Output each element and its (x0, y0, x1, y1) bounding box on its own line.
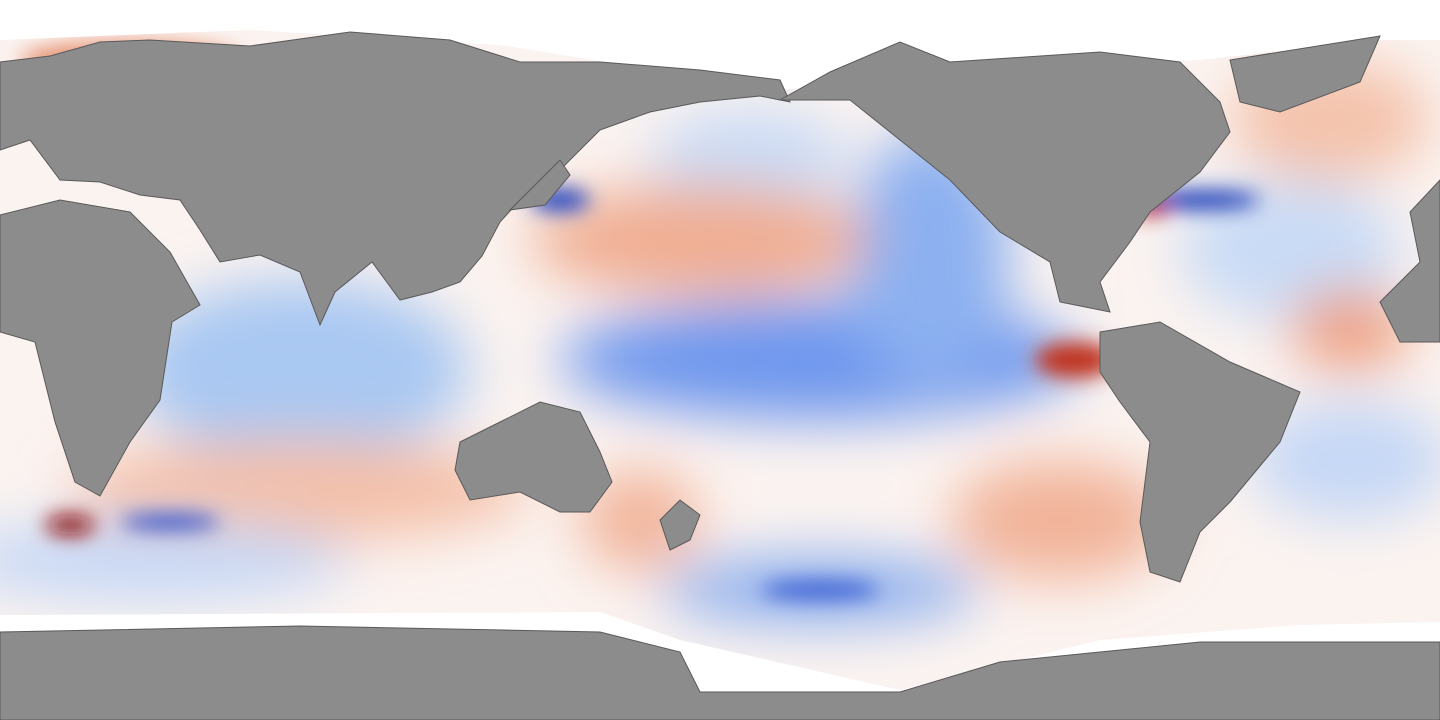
cool-anomaly (120, 514, 220, 530)
cool-anomaly (560, 300, 1080, 420)
south-america (1099, 321, 1301, 583)
new-zealand (659, 499, 701, 551)
north-america (778, 41, 1231, 313)
warm-anomaly (1290, 290, 1410, 370)
cool-anomaly (1250, 400, 1440, 520)
cool-anomaly (0, 520, 350, 600)
cool-anomaly (130, 280, 470, 460)
africa (0, 199, 201, 497)
arctic-ice (0, 0, 1440, 90)
land (0, 31, 1440, 720)
cool-anomaly (760, 580, 880, 600)
warm-anomaly (950, 460, 1170, 580)
europe-africa-east (1379, 179, 1440, 343)
antarctica (0, 625, 1440, 720)
warm-anomaly (1035, 342, 1115, 378)
cool-anomaly (1180, 180, 1400, 320)
australia (454, 401, 613, 513)
warm-anomaly (530, 185, 870, 295)
japan (508, 159, 571, 211)
warm-anomaly (45, 515, 95, 535)
greenland (1229, 35, 1381, 113)
